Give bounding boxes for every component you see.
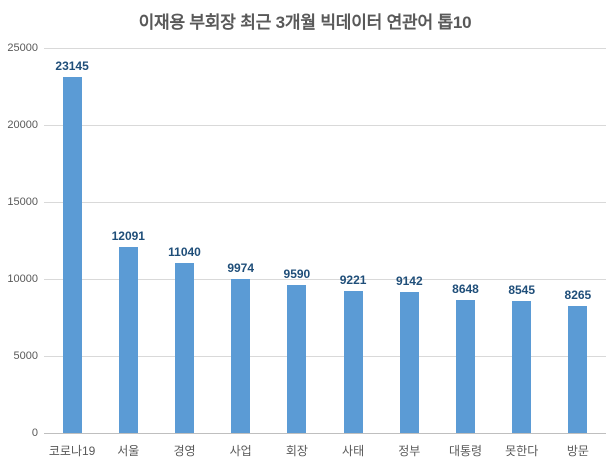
y-axis-tick-label: 25000 bbox=[7, 42, 38, 54]
x-axis-category-label: 서울 bbox=[117, 444, 140, 458]
y-axis-tick-label: 20000 bbox=[7, 119, 38, 131]
bar-value-label: 9221 bbox=[339, 272, 367, 287]
x-axis-category-label: 경영 bbox=[173, 444, 196, 458]
gridline bbox=[44, 48, 606, 49]
bar bbox=[118, 246, 138, 433]
bar bbox=[62, 76, 82, 433]
y-axis-tick-label: 0 bbox=[31, 427, 38, 439]
bar bbox=[512, 301, 532, 433]
gridline bbox=[44, 356, 606, 357]
bar-value-label: 9590 bbox=[283, 267, 311, 282]
gridline bbox=[44, 279, 606, 280]
bar-value-label: 23145 bbox=[55, 58, 89, 73]
bar-value-label: 12091 bbox=[111, 228, 145, 243]
gridline bbox=[44, 202, 606, 203]
y-axis-tick-label: 10000 bbox=[7, 273, 38, 285]
y-axis-tick-label: 15000 bbox=[7, 196, 38, 208]
bar-value-label: 8545 bbox=[508, 283, 536, 298]
bar bbox=[399, 292, 419, 433]
x-axis-category-label: 사업 bbox=[229, 444, 252, 458]
x-axis-category-label: 못한다 bbox=[505, 444, 539, 458]
bar bbox=[175, 262, 194, 433]
x-axis-line bbox=[44, 433, 606, 434]
x-axis-category-label: 사태 bbox=[342, 444, 365, 458]
bar bbox=[343, 290, 363, 433]
bar-value-label: 8648 bbox=[452, 281, 479, 296]
bar bbox=[456, 299, 475, 433]
x-axis-category-label: 코로나19 bbox=[48, 444, 96, 458]
bar-value-label: 9142 bbox=[395, 274, 423, 289]
bar-value-label: 9974 bbox=[227, 261, 255, 276]
chart-title: 이재용 부회장 최근 3개월 빅데이터 연관어 톱10 bbox=[138, 13, 472, 32]
y-axis-tick-label: 5000 bbox=[13, 350, 38, 362]
bar-value-label: 11040 bbox=[168, 244, 201, 259]
x-axis-category-label: 회장 bbox=[285, 444, 308, 458]
bar bbox=[231, 279, 251, 433]
gridline bbox=[44, 125, 606, 126]
bar bbox=[287, 285, 307, 433]
bar-value-label: 8265 bbox=[564, 287, 592, 302]
x-axis-category-label: 방문 bbox=[566, 444, 589, 458]
x-axis-category-label: 정부 bbox=[398, 444, 421, 458]
bar bbox=[568, 305, 588, 433]
x-axis-category-label: 대통령 bbox=[448, 444, 483, 458]
